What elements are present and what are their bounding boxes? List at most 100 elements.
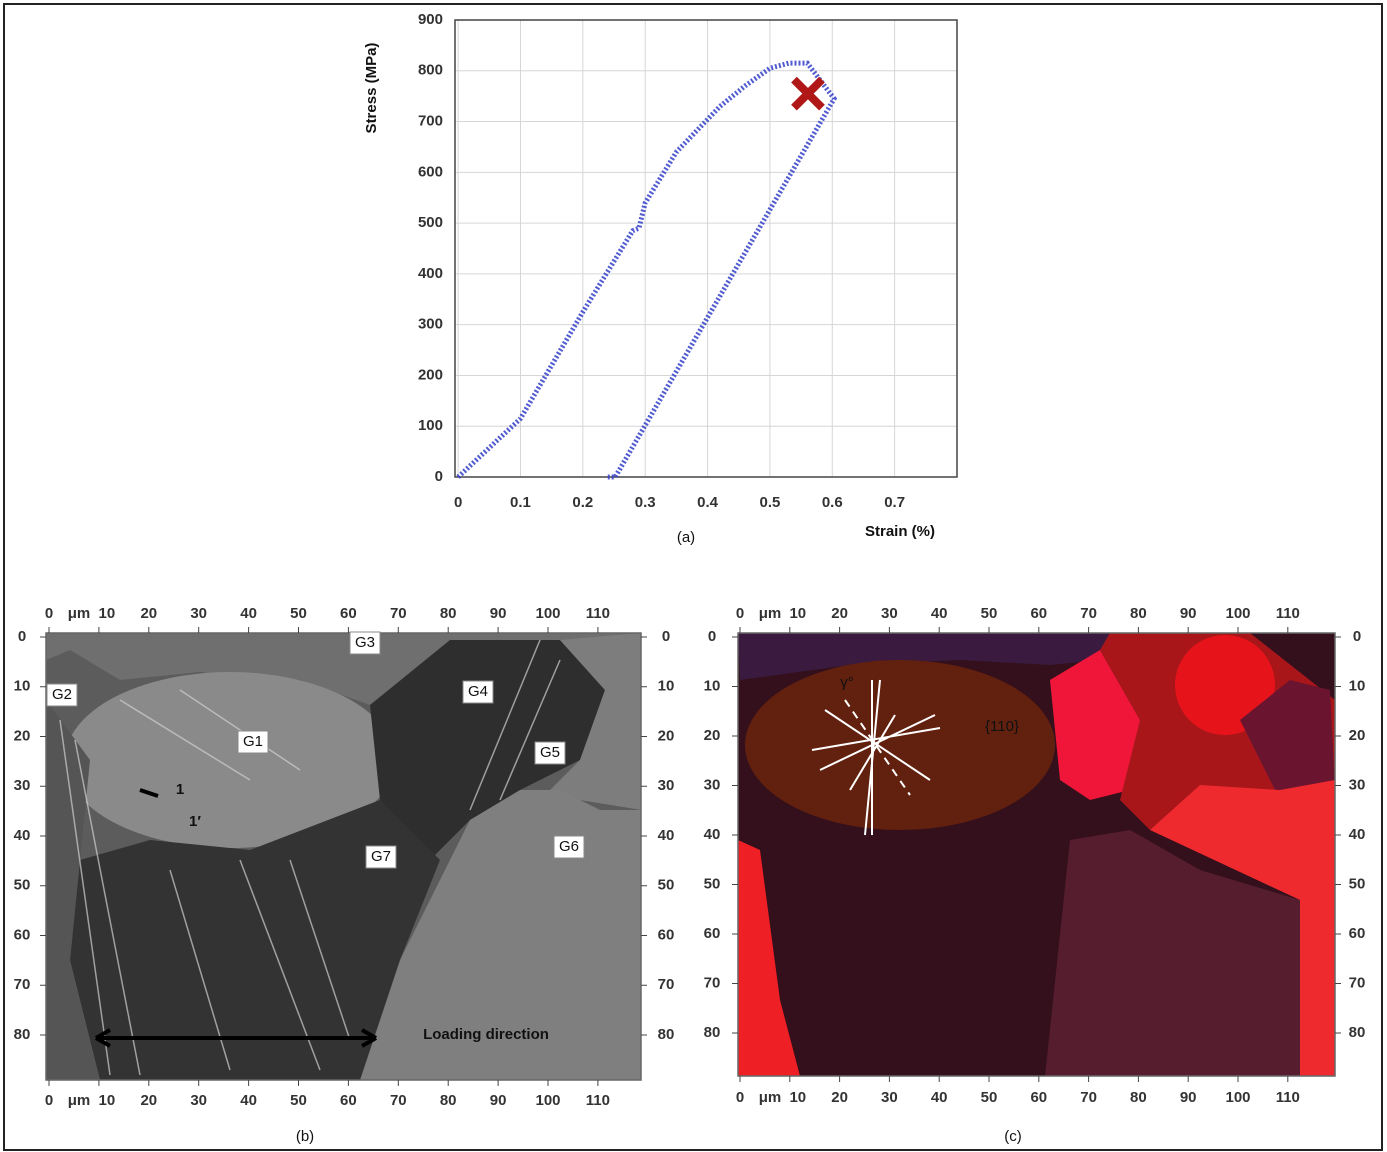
x-tick-label: 60 [1030,1089,1047,1106]
x-tick-label: 100 [535,605,560,622]
x-tick-label: 50 [290,1092,307,1109]
y-axis-label: Stress (MPa) [363,43,380,134]
x-tick-label: 90 [1180,605,1197,622]
unit-label: μm [759,1089,782,1106]
y-tick-label: 400 [418,265,443,282]
x-tick-label: 80 [1130,1089,1147,1106]
x-tick-label: 0.6 [822,494,843,511]
y-tick-label: 600 [418,163,443,180]
image-label: G4 [468,683,488,700]
image-label: G6 [559,838,579,855]
y-tick-label: 0 [708,628,716,645]
y-tick-label: 40 [704,826,721,843]
y-tick-label: 20 [704,727,721,744]
image-label: γ° [840,674,854,691]
y-tick-label: 0 [18,628,26,645]
image-label: G7 [371,848,391,865]
x-tick-label: 70 [390,605,407,622]
y-tick-label: 10 [14,678,31,695]
unit-label: μm [759,605,782,622]
x-tick-label: 0.3 [635,494,656,511]
y-tick-label: 80 [1349,1024,1366,1041]
x-tick-label: 10 [99,605,116,622]
label-box [46,683,78,707]
x-tick-label: 20 [831,605,848,622]
x-tick-label: 30 [190,605,207,622]
x-tick-label: 70 [1080,1089,1097,1106]
x-tick-label: 100 [1225,1089,1250,1106]
x-tick-label: 40 [240,605,257,622]
y-tick-label: 50 [1349,875,1366,892]
x-tick-label: 100 [535,1092,560,1109]
y-tick-label: 20 [14,727,31,744]
y-tick-label: 80 [704,1024,721,1041]
x-axis-label: Strain (%) [865,523,935,540]
y-tick-label: 70 [14,976,31,993]
x-tick-label: 60 [340,605,357,622]
frame [3,3,1383,1151]
x-tick-label: 80 [440,1092,457,1109]
y-tick-label: 40 [1349,826,1366,843]
unit-label: μm [68,605,91,622]
image-label: G3 [355,634,375,651]
y-tick-label: 70 [658,976,675,993]
y-tick-label: 80 [658,1026,675,1043]
y-tick-label: 30 [704,776,721,793]
image-frame [45,632,642,1081]
y-tick-label: 70 [1349,974,1366,991]
x-tick-label: 0 [45,1092,53,1109]
image-label: 1 [176,781,184,798]
y-tick-label: 50 [704,875,721,892]
y-tick-label: 0 [1353,628,1361,645]
label-box [365,845,397,869]
x-tick-label: 0 [45,605,53,622]
y-tick-label: 50 [658,877,675,894]
x-tick-label: 80 [440,605,457,622]
x-tick-label: 70 [390,1092,407,1109]
x-tick-label: 0 [736,605,744,622]
x-tick-label: 80 [1130,605,1147,622]
x-tick-label: 110 [1276,605,1300,622]
y-tick-label: 60 [704,925,721,942]
y-tick-label: 30 [1349,776,1366,793]
x-tick-label: 20 [140,1092,157,1109]
y-tick-label: 200 [418,366,443,383]
x-tick-label: 110 [586,605,610,622]
x-tick-label: 90 [490,605,507,622]
y-tick-label: 60 [1349,925,1366,942]
x-tick-label: 40 [240,1092,257,1109]
x-tick-label: 20 [140,605,157,622]
y-tick-label: 30 [14,777,31,794]
y-tick-label: 50 [14,877,31,894]
x-tick-label: 20 [831,1089,848,1106]
x-tick-label: 0 [454,494,462,511]
caption: (b) [296,1128,314,1145]
image-label: G2 [52,686,72,703]
x-tick-label: 40 [931,1089,948,1106]
label-box [534,741,566,765]
x-tick-label: 110 [586,1092,610,1109]
x-tick-label: 30 [881,1089,898,1106]
label-box [237,730,269,754]
y-tick-label: 0 [662,628,670,645]
y-tick-label: 0 [435,468,443,485]
y-tick-label: 40 [14,827,31,844]
x-tick-label: 70 [1080,605,1097,622]
label-box [462,680,494,704]
x-tick-label: 0.5 [759,494,780,511]
image-frame [737,632,1336,1077]
x-tick-label: 90 [1180,1089,1197,1106]
y-tick-label: 70 [704,974,721,991]
x-tick-label: 10 [789,605,806,622]
y-tick-label: 100 [418,417,443,434]
x-tick-label: 50 [981,1089,998,1106]
x-tick-label: 0.1 [510,494,531,511]
x-tick-label: 30 [190,1092,207,1109]
x-tick-label: 60 [340,1092,357,1109]
image-label: {110} [985,718,1019,735]
label-box [349,631,381,655]
x-tick-label: 50 [981,605,998,622]
y-tick-label: 300 [418,316,443,333]
y-tick-label: 20 [1349,727,1366,744]
